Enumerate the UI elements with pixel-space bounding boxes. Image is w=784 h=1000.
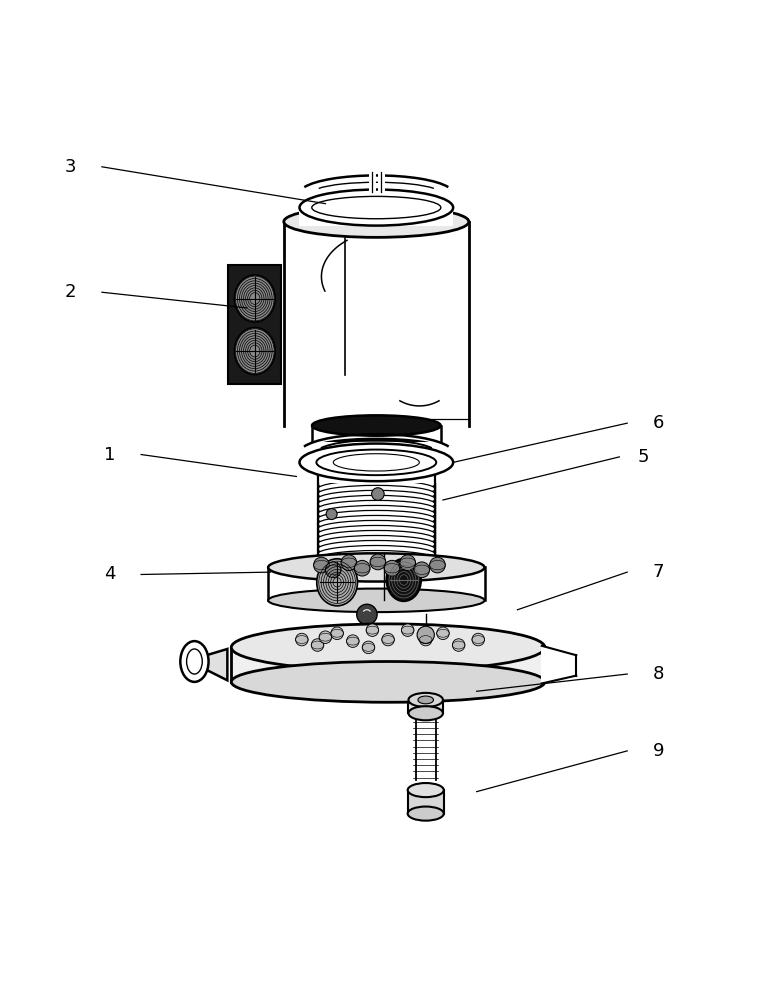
Bar [299,188,453,226]
Circle shape [362,641,375,654]
Ellipse shape [318,540,435,558]
Circle shape [319,631,332,643]
Circle shape [419,633,432,646]
Circle shape [341,555,357,571]
Text: 5: 5 [637,448,648,466]
Text: 7: 7 [653,563,664,581]
Ellipse shape [312,196,441,219]
Circle shape [326,509,337,520]
Bar [296,442,457,483]
Circle shape [370,554,386,570]
Bar [541,647,588,682]
Ellipse shape [284,206,469,237]
Ellipse shape [317,559,358,606]
Ellipse shape [234,275,275,322]
Bar [284,222,469,426]
Text: 4: 4 [104,565,115,583]
Ellipse shape [318,500,435,518]
Circle shape [357,604,377,625]
Bar [416,718,436,780]
Ellipse shape [408,783,444,797]
Ellipse shape [318,520,435,538]
Bar [268,567,485,600]
Bar [408,790,444,814]
Ellipse shape [317,450,436,475]
Circle shape [296,633,308,646]
Ellipse shape [408,807,444,821]
Circle shape [384,560,400,576]
Circle shape [372,488,384,500]
Ellipse shape [387,559,421,601]
Text: 9: 9 [653,742,664,760]
Ellipse shape [312,415,441,436]
Ellipse shape [318,490,435,508]
Ellipse shape [318,495,435,513]
Ellipse shape [318,515,435,533]
Ellipse shape [312,439,441,459]
Circle shape [331,627,343,640]
Ellipse shape [318,475,435,493]
Ellipse shape [318,485,435,503]
Circle shape [354,560,370,576]
Circle shape [366,624,379,636]
Text: 8: 8 [653,665,664,683]
Text: 6: 6 [653,414,664,432]
Ellipse shape [318,505,435,523]
Ellipse shape [231,662,545,702]
Text: 1: 1 [104,446,115,464]
Circle shape [437,627,449,640]
Ellipse shape [318,525,435,543]
Circle shape [452,639,465,651]
Ellipse shape [318,510,435,528]
Ellipse shape [299,190,453,226]
Ellipse shape [318,545,435,563]
Ellipse shape [318,470,435,488]
Circle shape [400,555,416,571]
Circle shape [325,562,341,578]
Ellipse shape [408,706,443,720]
Circle shape [347,635,359,647]
Text: 2: 2 [65,283,76,301]
Ellipse shape [268,553,485,582]
Ellipse shape [268,589,485,612]
Ellipse shape [318,530,435,548]
Ellipse shape [318,480,435,498]
Circle shape [382,633,394,646]
Bar [316,475,437,568]
Ellipse shape [408,693,443,707]
Circle shape [414,562,430,578]
Ellipse shape [318,535,435,553]
Ellipse shape [231,624,545,671]
Polygon shape [188,649,227,680]
Circle shape [311,639,324,651]
Circle shape [417,626,434,643]
Bar [231,647,545,682]
Ellipse shape [318,556,435,573]
Bar [408,700,443,713]
Circle shape [430,557,445,573]
Ellipse shape [333,454,419,471]
Ellipse shape [187,649,202,674]
Text: 3: 3 [65,158,76,176]
Circle shape [401,624,414,636]
Bar [312,426,441,449]
Ellipse shape [318,551,435,568]
Bar [228,265,281,384]
Ellipse shape [418,696,434,704]
Ellipse shape [180,641,209,682]
Circle shape [314,557,329,573]
Ellipse shape [299,444,453,481]
Circle shape [472,633,485,646]
Ellipse shape [234,328,275,375]
